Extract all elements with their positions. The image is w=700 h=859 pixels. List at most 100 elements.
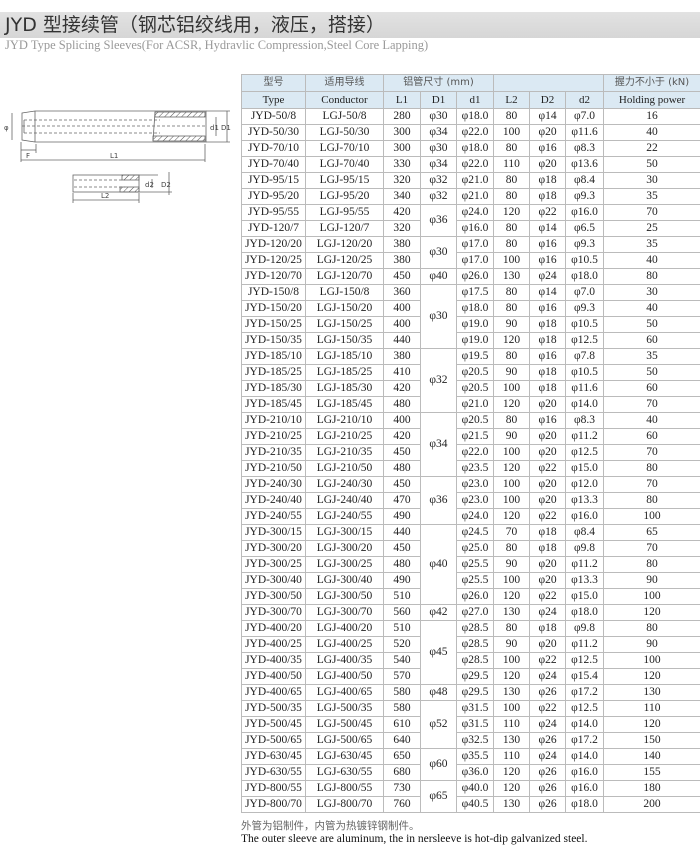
header-type: Type — [241, 91, 306, 109]
cell-d2-outer: φ20 — [529, 428, 567, 445]
cell-type: JYD-185/45 — [241, 396, 306, 413]
cell-conductor: LGJ-185/25 — [305, 364, 384, 381]
cell-holding-power: 70 — [603, 444, 700, 461]
cell-l1: 360 — [383, 284, 421, 301]
cell-type: JYD-210/10 — [241, 412, 306, 429]
cell-d2-inner: φ16.0 — [565, 780, 605, 797]
header-conductor: Conductor — [305, 91, 384, 109]
cell-d1-inner: φ31.5 — [455, 716, 495, 733]
note-cn: 外管为铝制件，内管为热镀锌钢制件。 — [241, 820, 420, 832]
cell-holding-power: 65 — [603, 524, 700, 541]
cell-d2-inner: φ11.6 — [565, 124, 605, 141]
cell-type: JYD-630/45 — [241, 748, 306, 765]
cell-l2: 120 — [493, 204, 531, 221]
cell-d2-outer: φ22 — [529, 652, 567, 669]
cell-l2: 100 — [493, 252, 531, 269]
cell-holding-power: 70 — [603, 540, 700, 557]
header-l1: L1 — [383, 91, 421, 109]
cell-l1: 330 — [383, 156, 421, 173]
cell-d1-outer: φ65 — [420, 780, 457, 813]
cell-d2-outer: φ26 — [529, 796, 567, 813]
cell-holding-power: 70 — [603, 204, 700, 221]
cell-l2: 120 — [493, 764, 531, 781]
cell-conductor: LGJ-120/20 — [305, 236, 384, 253]
cell-l2: 80 — [493, 284, 531, 301]
cell-holding-power: 100 — [603, 652, 700, 669]
cell-type: JYD-400/20 — [241, 620, 306, 637]
cell-l2: 130 — [493, 732, 531, 749]
cell-holding-power: 100 — [603, 588, 700, 605]
header-d2-inner: d2 — [565, 91, 605, 109]
cell-d2-inner: φ13.3 — [565, 572, 605, 589]
cell-type: JYD-300/20 — [241, 540, 306, 557]
table-row: JYD-240/30 LGJ-240/30 450 φ36 φ23.0 100 φ20 φ12… — [241, 476, 700, 525]
cell-l2: 120 — [493, 508, 531, 525]
cell-d2-inner: φ7.8 — [565, 348, 605, 365]
header-conductor-cn: 适用导线 — [305, 74, 384, 92]
table-row: JYD-630/45 LGJ-630/45 650 φ60 φ35.5 110 φ24 φ14… — [241, 748, 700, 781]
cell-l2: 90 — [493, 636, 531, 653]
cell-d2-outer: φ18 — [529, 364, 567, 381]
cell-conductor: LGJ-150/20 — [305, 300, 384, 317]
cell-l1: 680 — [383, 764, 421, 781]
cell-d2-outer: φ24 — [529, 604, 567, 621]
cell-d2-outer: φ18 — [529, 380, 567, 397]
cell-d1-outer: φ32 — [420, 348, 457, 413]
cell-conductor: LGJ-150/35 — [305, 332, 384, 349]
cell-holding-power: 50 — [603, 364, 700, 381]
cell-type: JYD-120/20 — [241, 236, 306, 253]
cell-d2-outer: φ20 — [529, 636, 567, 653]
table-row: JYD-150/35 LGJ-150/35 440 φ19.0 120 φ18 φ12.5 6… — [241, 332, 700, 349]
table-row: JYD-185/45 LGJ-185/45 480 φ21.0 120 φ20 φ14.0 7… — [241, 396, 700, 413]
cell-holding-power: 50 — [603, 156, 700, 173]
cell-l1: 380 — [383, 252, 421, 269]
header-l2: L2 — [493, 91, 531, 109]
cell-d2-outer: φ20 — [529, 444, 567, 461]
cell-l1: 450 — [383, 268, 421, 285]
cell-conductor: LGJ-400/65 — [305, 684, 384, 701]
cell-d1-outer: φ60 — [420, 748, 457, 781]
table-row: JYD-185/10 LGJ-185/10 380 φ32 φ19.5 80 φ16 φ7.8… — [241, 348, 700, 413]
cell-l1: 410 — [383, 364, 421, 381]
table-row: JYD-95/55 LGJ-95/55 420 φ36 φ24.0 120 φ22 φ16.0… — [241, 204, 700, 237]
cell-d2-outer: φ26 — [529, 732, 567, 749]
cell-holding-power: 40 — [603, 252, 700, 269]
cell-d1-inner: φ22.0 — [455, 444, 495, 461]
cell-l1: 480 — [383, 556, 421, 573]
cell-type: JYD-120/25 — [241, 252, 306, 269]
table-row: JYD-95/20 LGJ-95/20 340 φ32 φ21.0 80 φ18 φ9.3 35 — [241, 188, 700, 205]
cell-d2-outer: φ20 — [529, 156, 567, 173]
cell-d1-inner: φ20.5 — [455, 412, 495, 429]
cell-d2-outer: φ20 — [529, 492, 567, 509]
cell-d2-inner: φ8.3 — [565, 140, 605, 157]
cell-conductor: LGJ-300/40 — [305, 572, 384, 589]
cell-d2-inner: φ17.2 — [565, 732, 605, 749]
cell-holding-power: 40 — [603, 124, 700, 141]
cell-holding-power: 150 — [603, 732, 700, 749]
cell-d2-inner: φ14.0 — [565, 396, 605, 413]
cell-conductor: LGJ-210/35 — [305, 444, 384, 461]
cell-d2-outer: φ22 — [529, 508, 567, 525]
cell-type: JYD-70/40 — [241, 156, 306, 173]
table-row: JYD-120/25 LGJ-120/25 380 φ17.0 100 φ16 φ10.5 4… — [241, 252, 700, 269]
cell-type: JYD-95/20 — [241, 188, 306, 205]
cell-d1-inner: φ32.5 — [455, 732, 495, 749]
cell-l1: 440 — [383, 332, 421, 349]
title-bar — [0, 12, 700, 38]
cell-l2: 120 — [493, 396, 531, 413]
cell-d2-outer: φ22 — [529, 588, 567, 605]
cell-type: JYD-50/30 — [241, 124, 306, 141]
label-d2-small: d2 — [145, 181, 154, 189]
cell-d2-outer: φ24 — [529, 668, 567, 685]
cell-d1-outer: φ30 — [420, 236, 457, 269]
cell-d2-inner: φ9.8 — [565, 540, 605, 557]
cell-type: JYD-50/8 — [241, 108, 306, 125]
cell-d1-inner: φ29.5 — [455, 668, 495, 685]
cell-holding-power: 130 — [603, 684, 700, 701]
cell-l2: 80 — [493, 108, 531, 125]
cell-conductor: LGJ-210/50 — [305, 460, 384, 477]
cell-holding-power: 80 — [603, 620, 700, 637]
cell-l1: 570 — [383, 668, 421, 685]
cell-l1: 510 — [383, 588, 421, 605]
cell-d1-outer: φ45 — [420, 620, 457, 685]
